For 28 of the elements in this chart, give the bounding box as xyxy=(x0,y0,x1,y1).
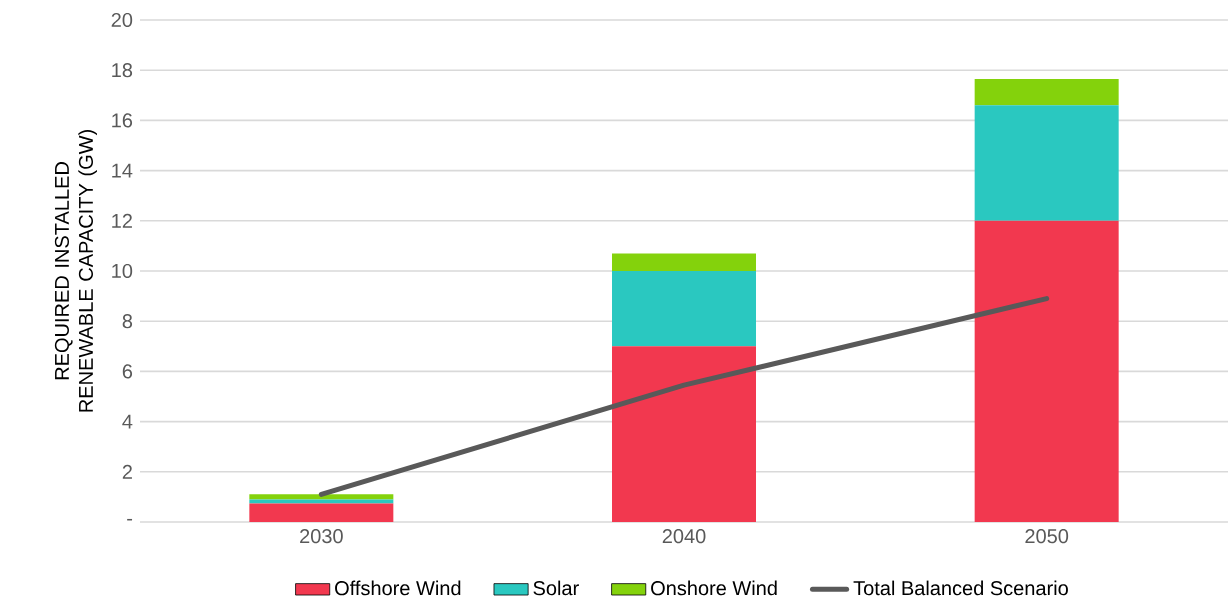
y-tick-label: 2 xyxy=(122,464,132,479)
y-tick-label: 16 xyxy=(112,113,133,128)
x-tick-label: 2050 xyxy=(1025,529,1069,544)
legend-label: Offshore Wind xyxy=(335,580,461,596)
x-tick-label: 2040 xyxy=(662,529,706,544)
bar xyxy=(974,220,1119,522)
legend-label: Total Balanced Scenario xyxy=(853,580,1068,596)
bar xyxy=(249,503,394,522)
bar xyxy=(249,494,394,500)
y-tick-label: 14 xyxy=(112,163,133,178)
y-axis-title: REQUIRED INSTALLED RENEWABLE CAPACITY (GW) xyxy=(54,130,97,412)
bar xyxy=(974,78,1119,106)
y-tick-label: 6 xyxy=(122,364,133,379)
bar xyxy=(249,499,394,504)
legend-label: Solar xyxy=(533,580,579,596)
y-tick-label: 20 xyxy=(111,12,133,28)
y-tick-label: 18 xyxy=(112,63,133,78)
y-tick-label: 12 xyxy=(112,213,132,228)
y-tick-label: 10 xyxy=(112,263,133,279)
y-tick-label: - xyxy=(127,518,133,521)
bar xyxy=(612,270,756,347)
bar xyxy=(612,346,756,522)
bar xyxy=(974,105,1119,221)
y-tick-label: 8 xyxy=(122,314,133,329)
y-tick-label: 4 xyxy=(122,414,133,429)
x-tick-label: 2030 xyxy=(300,529,343,544)
legend-label: Onshore Wind xyxy=(651,580,777,596)
bar xyxy=(612,253,756,271)
